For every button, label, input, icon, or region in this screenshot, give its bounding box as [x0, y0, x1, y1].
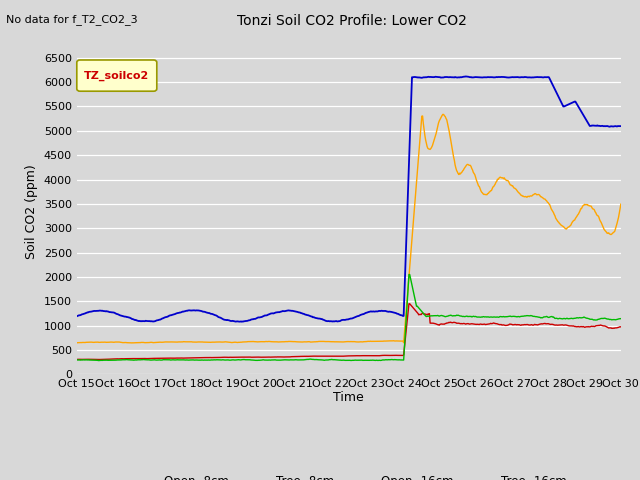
- Open -16cm: [83, 357, 90, 363]
- Open -8cm: [73, 357, 81, 362]
- Tree -8cm: [73, 340, 81, 346]
- Y-axis label: Soil CO2 (ppm): Soil CO2 (ppm): [25, 164, 38, 259]
- Open -8cm: [433, 321, 440, 327]
- Open -16cm: [405, 272, 413, 277]
- Text: TZ_soilco2: TZ_soilco2: [84, 71, 149, 81]
- Line: Tree -8cm: Tree -8cm: [77, 114, 621, 343]
- Open -16cm: [195, 357, 202, 363]
- Tree -8cm: [439, 111, 447, 117]
- Line: Open -16cm: Open -16cm: [77, 275, 621, 360]
- Tree -8cm: [431, 133, 439, 139]
- Tree -8cm: [223, 339, 231, 345]
- Open -16cm: [140, 357, 147, 362]
- Open -16cm: [223, 357, 231, 363]
- Text: Tonzi Soil CO2 Profile: Lower CO2: Tonzi Soil CO2 Profile: Lower CO2: [237, 14, 467, 28]
- Line: Open -8cm: Open -8cm: [77, 304, 621, 360]
- Tree -8cm: [617, 201, 625, 207]
- Open -8cm: [195, 355, 202, 360]
- Tree -8cm: [140, 339, 147, 345]
- Open -8cm: [140, 356, 147, 361]
- Open -8cm: [617, 324, 625, 330]
- Open -16cm: [617, 316, 625, 322]
- Tree -16cm: [223, 317, 230, 323]
- Tree -8cm: [83, 339, 90, 345]
- Open -8cm: [95, 357, 103, 362]
- Open -8cm: [417, 312, 424, 317]
- Open -8cm: [405, 301, 413, 307]
- Tree -16cm: [139, 318, 147, 324]
- Line: Tree -16cm: Tree -16cm: [77, 76, 621, 322]
- Tree -16cm: [83, 310, 90, 316]
- Tree -8cm: [195, 339, 202, 345]
- Tree -16cm: [194, 308, 202, 313]
- Open -16cm: [417, 307, 424, 312]
- Legend: Open -8cm, Tree -8cm, Open -16cm, Tree -16cm: Open -8cm, Tree -8cm, Open -16cm, Tree -…: [126, 470, 572, 480]
- Open -16cm: [433, 313, 440, 319]
- Tree -16cm: [416, 74, 424, 80]
- Tree -16cm: [431, 74, 439, 80]
- Tree -16cm: [73, 313, 81, 319]
- Open -16cm: [95, 358, 102, 363]
- Tree -8cm: [416, 142, 424, 147]
- Open -8cm: [223, 354, 231, 360]
- Tree -16cm: [462, 73, 470, 79]
- Open -16cm: [73, 357, 81, 363]
- Text: No data for f_T2_CO2_3: No data for f_T2_CO2_3: [6, 14, 138, 25]
- X-axis label: Time: Time: [333, 391, 364, 404]
- Tree -8cm: [128, 340, 136, 346]
- Tree -16cm: [617, 123, 625, 129]
- Open -8cm: [83, 357, 90, 362]
- Tree -16cm: [238, 319, 246, 324]
